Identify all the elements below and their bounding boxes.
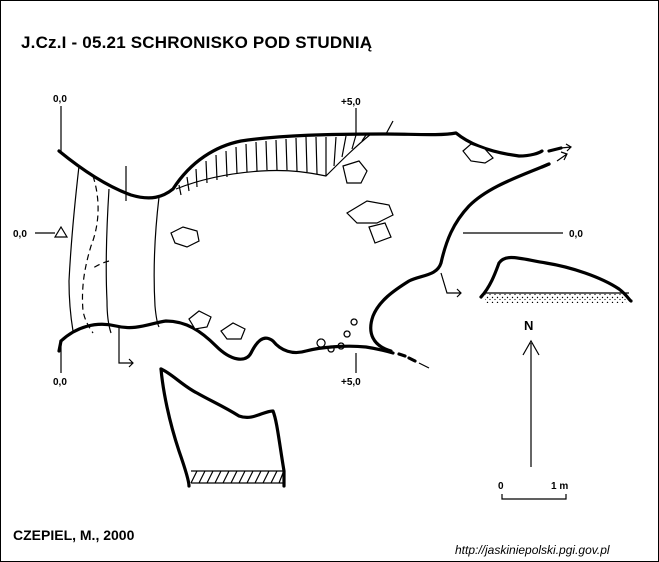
- elevation-label-top-right: +5,0: [341, 97, 361, 108]
- elevation-label-top-left: 0,0: [53, 94, 67, 105]
- scale-end-label: 1 m: [551, 481, 568, 492]
- elevation-label-right: 0,0: [569, 229, 583, 240]
- hatched-slope: [175, 133, 372, 196]
- rock-boulders: [170, 143, 494, 353]
- cave-wall-lower: [59, 319, 395, 361]
- elevation-label-left: 0,0: [13, 229, 27, 240]
- cross-section-lower: [159, 367, 286, 488]
- scale-start-label: 0: [498, 481, 504, 492]
- cave-wall-right: [369, 162, 551, 353]
- north-arrow: N: [522, 318, 540, 467]
- author-credit: CZEPIEL, M., 2000: [13, 527, 135, 543]
- entrance-profile-left: [68, 165, 80, 332]
- source-url: http://jaskiniepolski.pgi.gov.pl: [455, 543, 610, 557]
- elevation-label-bottom-right: +5,0: [341, 377, 361, 388]
- cave-wall-upper: [57, 131, 544, 200]
- elevation-label-bottom-left: 0,0: [53, 377, 67, 388]
- cross-section-right: [479, 255, 633, 303]
- north-label: N: [524, 318, 533, 333]
- scale-bar: 0 1 m: [498, 481, 568, 500]
- survey-point-marker: [53, 225, 69, 238]
- map-title: J.Cz.I - 05.21 SCHRONISKO POD STUDNIĄ: [21, 33, 373, 52]
